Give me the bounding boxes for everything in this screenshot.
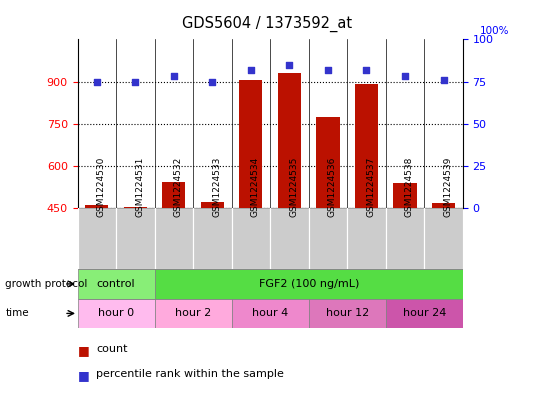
- Point: [285, 61, 294, 68]
- Text: hour 2: hour 2: [175, 309, 211, 318]
- Text: hour 12: hour 12: [326, 309, 369, 318]
- Text: GSM1224533: GSM1224533: [212, 157, 221, 217]
- Bar: [162, 182, 186, 335]
- Text: GSM1224530: GSM1224530: [97, 157, 106, 217]
- Text: GSM1224534: GSM1224534: [251, 157, 260, 217]
- Bar: [355, 84, 378, 335]
- Bar: [232, 208, 270, 269]
- Point: [208, 79, 217, 85]
- Bar: [393, 183, 417, 335]
- Bar: [78, 208, 116, 269]
- Text: GSM1224537: GSM1224537: [366, 157, 376, 217]
- Point: [247, 66, 255, 73]
- Text: FGF2 (100 ng/mL): FGF2 (100 ng/mL): [258, 279, 359, 289]
- Bar: [386, 299, 463, 328]
- Bar: [85, 206, 109, 335]
- Point: [401, 73, 409, 80]
- Text: ■: ■: [78, 369, 89, 382]
- Point: [324, 66, 332, 73]
- Text: hour 4: hour 4: [252, 309, 288, 318]
- Text: hour 24: hour 24: [402, 309, 446, 318]
- Point: [170, 73, 178, 80]
- Text: GSM1224531: GSM1224531: [135, 157, 144, 217]
- Text: time: time: [5, 309, 29, 318]
- Text: GDS5604 / 1373592_at: GDS5604 / 1373592_at: [182, 16, 353, 32]
- Text: hour 0: hour 0: [98, 309, 134, 318]
- Bar: [309, 208, 347, 269]
- Text: percentile rank within the sample: percentile rank within the sample: [96, 369, 284, 379]
- Bar: [232, 299, 309, 328]
- Text: ■: ■: [78, 344, 89, 357]
- Point: [93, 79, 101, 85]
- Bar: [316, 117, 340, 335]
- Text: GSM1224535: GSM1224535: [289, 157, 299, 217]
- Text: GSM1224539: GSM1224539: [444, 157, 453, 217]
- Bar: [116, 208, 155, 269]
- Text: 100%: 100%: [480, 26, 510, 36]
- Point: [131, 79, 140, 85]
- Bar: [432, 203, 455, 335]
- Bar: [193, 208, 232, 269]
- Bar: [155, 208, 193, 269]
- Bar: [309, 299, 386, 328]
- Bar: [78, 299, 155, 328]
- Text: control: control: [97, 279, 135, 289]
- Bar: [201, 202, 224, 335]
- Text: GSM1224538: GSM1224538: [405, 157, 414, 217]
- Bar: [270, 208, 309, 269]
- Text: GSM1224536: GSM1224536: [328, 157, 337, 217]
- Bar: [124, 207, 147, 335]
- Text: growth protocol: growth protocol: [5, 279, 88, 289]
- Bar: [155, 269, 463, 299]
- Text: count: count: [96, 344, 128, 354]
- Text: GSM1224532: GSM1224532: [174, 157, 183, 217]
- Point: [439, 77, 448, 83]
- Bar: [278, 73, 301, 335]
- Bar: [155, 299, 232, 328]
- Point: [362, 66, 371, 73]
- Bar: [386, 208, 424, 269]
- Bar: [239, 80, 263, 335]
- Bar: [347, 208, 386, 269]
- Bar: [78, 269, 155, 299]
- Bar: [424, 208, 463, 269]
